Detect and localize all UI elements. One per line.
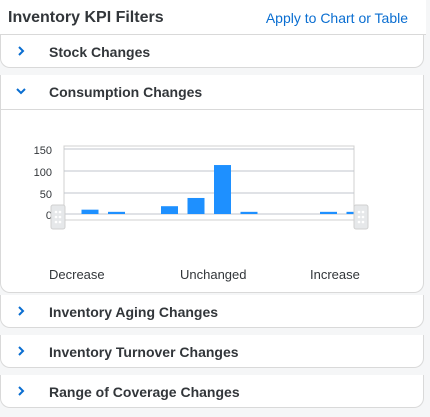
chevron-right-icon [18, 386, 25, 396]
chart-bar[interactable] [161, 206, 178, 214]
panel-header-range-of-coverage-changes[interactable]: Range of Coverage Changes [1, 375, 423, 409]
panel-title: Inventory Aging Changes [49, 304, 219, 320]
chevron-right-icon [18, 346, 25, 356]
chevron-right-icon [18, 46, 25, 56]
plot-frame [63, 145, 355, 221]
chart-bar[interactable] [240, 211, 258, 214]
chart-svg: 150 100 50 0 [34, 145, 369, 230]
panel-inventory-turnover-changes: Inventory Turnover Changes [0, 335, 424, 368]
category-label-decrease: Decrease [49, 267, 105, 282]
right-range-handle[interactable] [353, 204, 369, 230]
apply-to-chart-or-table-link[interactable]: Apply to Chart or Table [265, 10, 408, 26]
panel-stock-changes: Stock Changes [0, 35, 424, 68]
consumption-chart: 150 100 50 0 [1, 110, 423, 293]
panel-title: Range of Coverage Changes [49, 384, 240, 400]
chart-bar[interactable] [108, 211, 125, 214]
chart-bar[interactable] [187, 197, 205, 214]
panel-inventory-aging-changes: Inventory Aging Changes [0, 295, 424, 328]
chart-bar[interactable] [320, 211, 337, 214]
chevron-down-icon [16, 88, 26, 95]
page-title: Inventory KPI Filters [8, 9, 164, 26]
category-label-unchanged: Unchanged [180, 267, 247, 282]
panel-header-stock-changes[interactable]: Stock Changes [1, 35, 423, 69]
y-tick-label: 0 [46, 210, 52, 222]
bars-group [81, 165, 364, 214]
panel-title: Inventory Turnover Changes [49, 344, 239, 360]
y-tick-label: 50 [40, 189, 52, 201]
panel-title: Stock Changes [49, 44, 151, 60]
chart-bar[interactable] [214, 165, 231, 214]
panel-consumption-changes: Consumption Changes 150 100 50 0 [0, 75, 424, 293]
chart-bar[interactable] [81, 209, 99, 214]
y-tick-label: 150 [34, 145, 52, 157]
category-label-increase: Increase [310, 267, 360, 282]
left-range-handle[interactable] [50, 204, 66, 230]
filter-header: Inventory KPI Filters Apply to Chart or … [0, 0, 426, 35]
chevron-right-icon [18, 306, 25, 316]
panel-header-consumption-changes[interactable]: Consumption Changes [1, 75, 423, 110]
panel-header-inventory-aging-changes[interactable]: Inventory Aging Changes [1, 295, 423, 329]
panel-range-of-coverage-changes: Range of Coverage Changes [0, 375, 424, 408]
panel-header-inventory-turnover-changes[interactable]: Inventory Turnover Changes [1, 335, 423, 369]
y-tick-label: 100 [34, 167, 52, 179]
panel-title: Consumption Changes [49, 84, 203, 100]
